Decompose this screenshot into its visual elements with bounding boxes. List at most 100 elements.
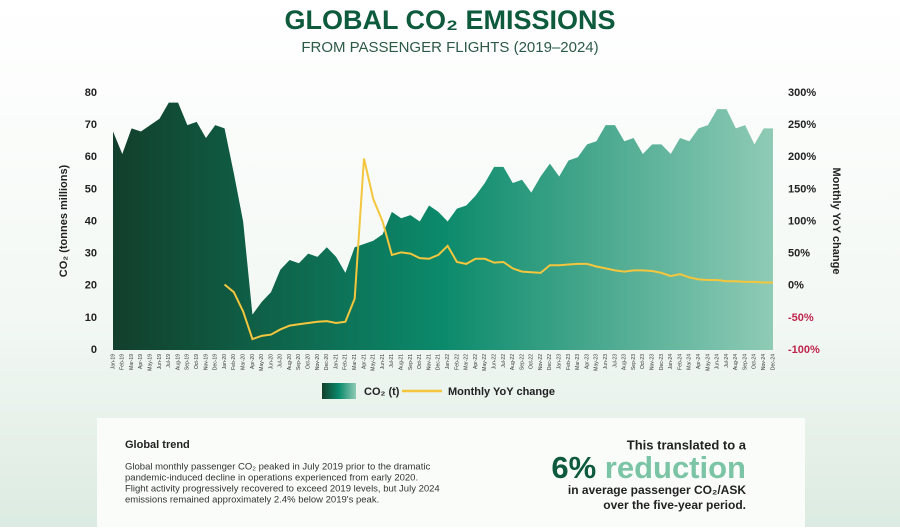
x-tick-label: Feb-23: [566, 354, 572, 370]
x-tick-label: Jun-24: [715, 354, 721, 370]
panel-line: emissions remained approximately 2.4% be…: [125, 495, 379, 506]
highlight-word: reduction: [605, 450, 746, 485]
co2-area: [113, 102, 773, 350]
panel-line: Flight activity progressively recovered …: [125, 484, 440, 495]
x-tick-label: Feb-19: [120, 354, 126, 370]
x-tick-label: Jun-19: [157, 354, 163, 370]
x-tick-label: Apr-20: [250, 354, 256, 369]
x-tick-label: Jan-21: [333, 354, 339, 370]
x-tick-label: Oct-23: [640, 354, 646, 369]
y-tick-label: 10: [85, 312, 97, 324]
x-tick-label: Jan-22: [445, 354, 451, 370]
y-tick-label: 50: [85, 183, 97, 195]
x-tick-label: Apr-23: [584, 354, 590, 369]
x-tick-label: Jan-19: [110, 354, 116, 370]
x-tick-label: Jun-22: [491, 354, 497, 370]
x-tick-label: Apr-24: [696, 354, 702, 369]
x-tick-label: May-23: [594, 354, 600, 371]
x-tick-label: May-22: [482, 354, 488, 371]
x-tick-label: Dec-21: [436, 354, 442, 370]
x-tick-label: Nov-23: [649, 354, 655, 370]
x-tick-label: Jul-24: [724, 354, 730, 368]
x-tick-label: Nov-20: [315, 354, 321, 370]
y2-tick-label: 0%: [788, 280, 804, 292]
x-tick-label: Dec-20: [324, 354, 330, 370]
legend-swatch-area: [322, 383, 356, 399]
x-tick-label: Feb-24: [677, 354, 683, 370]
x-tick-label: Apr-19: [138, 354, 144, 369]
x-tick-label: Jan-24: [668, 354, 674, 370]
y2-tick-label: 100%: [788, 215, 816, 227]
y2-tick-label: -50%: [788, 312, 814, 324]
y-tick-label: 0: [91, 344, 97, 356]
y2-tick-label: 50%: [788, 248, 810, 260]
x-tick-label: May-21: [371, 354, 377, 371]
x-tick-label: Mar-24: [687, 354, 693, 370]
x-tick-label: Oct-22: [529, 354, 535, 369]
panel: [97, 418, 805, 527]
x-tick-label: Dec-24: [770, 354, 776, 370]
x-tick-label: Sep-21: [408, 354, 414, 370]
x-tick-label: Mar-23: [575, 354, 581, 370]
x-tick-label: Feb-22: [454, 354, 460, 370]
chart-title: GLOBAL CO₂ EMISSIONS: [284, 5, 615, 35]
y-tick-label: 30: [85, 248, 97, 260]
x-tick-label: Oct-19: [194, 354, 200, 369]
x-tick-label: Sep-20: [296, 354, 302, 370]
y-axis-label: CO₂ (tonnes millions): [58, 164, 70, 277]
chart-subtitle: FROM PASSENGER FLIGHTS (2019–2024): [301, 39, 598, 56]
panel-tail-line: in average passenger CO₂/ASK: [568, 483, 746, 497]
x-tick-label: Dec-22: [547, 354, 553, 370]
x-tick-label: Aug-23: [622, 354, 628, 370]
panel-lead: This translated to a: [627, 437, 747, 452]
x-tick-label: Sep-23: [631, 354, 637, 370]
y2-tick-label: 250%: [788, 119, 816, 131]
x-tick-label: Aug-19: [175, 354, 181, 370]
y-tick-label: 60: [85, 151, 97, 163]
x-tick-label: Dec-19: [213, 354, 219, 370]
x-tick-label: Jul-20: [278, 354, 284, 368]
x-tick-label: Nov-21: [426, 354, 432, 370]
x-tick-label: Nov-22: [538, 354, 544, 370]
x-tick-label: Dec-23: [659, 354, 665, 370]
panel-heading: Global trend: [125, 439, 190, 451]
y-tick-label: 70: [85, 119, 97, 131]
x-tick-label: Aug-24: [733, 354, 739, 370]
panel-line: Global monthly passenger CO₂ peaked in J…: [125, 462, 430, 473]
x-tick-label: Aug-20: [287, 354, 293, 370]
highlight: 6% reduction: [551, 450, 746, 485]
highlight-number: 6%: [551, 450, 596, 485]
x-tick-label: Aug-21: [398, 354, 404, 370]
y-tick-label: 20: [85, 280, 97, 292]
x-tick-label: Oct-24: [752, 354, 758, 369]
x-tick-label: Jul-22: [501, 354, 507, 368]
y-tick-label: 40: [85, 215, 97, 227]
panel-body: Global monthly passenger CO₂ peaked in J…: [125, 462, 440, 506]
y2-tick-label: 300%: [788, 87, 816, 99]
panel-line: pandemic-induced decline in operations e…: [125, 473, 418, 484]
panel-tail-line: over the five-year period.: [603, 498, 746, 512]
x-tick-label: Oct-20: [306, 354, 312, 369]
y2-tick-label: 150%: [788, 183, 816, 195]
plot: [113, 102, 773, 350]
x-tick-label: Sep-19: [185, 354, 191, 370]
x-tick-label: Jun-20: [268, 354, 274, 370]
yoy-line: [223, 158, 773, 341]
y2-axis-label: Monthly YoY change: [830, 168, 842, 275]
x-tick-label: Jul-19: [166, 354, 172, 368]
x-tick-label: Apr-21: [361, 354, 367, 369]
x-tick-label: Jul-23: [612, 354, 618, 368]
x-tick-label: Jul-21: [389, 354, 395, 368]
x-tick-label: Sep-24: [742, 354, 748, 370]
legend-label: Monthly YoY change: [448, 386, 555, 398]
x-tick-label: May-20: [259, 354, 265, 371]
legend-label: CO₂ (t): [364, 386, 400, 398]
y2-tick-label: 200%: [788, 151, 816, 163]
x-tick-label: Nov-19: [203, 354, 209, 370]
y-tick-label: 80: [85, 87, 97, 99]
x-tick-label: Jan-23: [557, 354, 563, 370]
x-tick-label: Jun-21: [380, 354, 386, 370]
